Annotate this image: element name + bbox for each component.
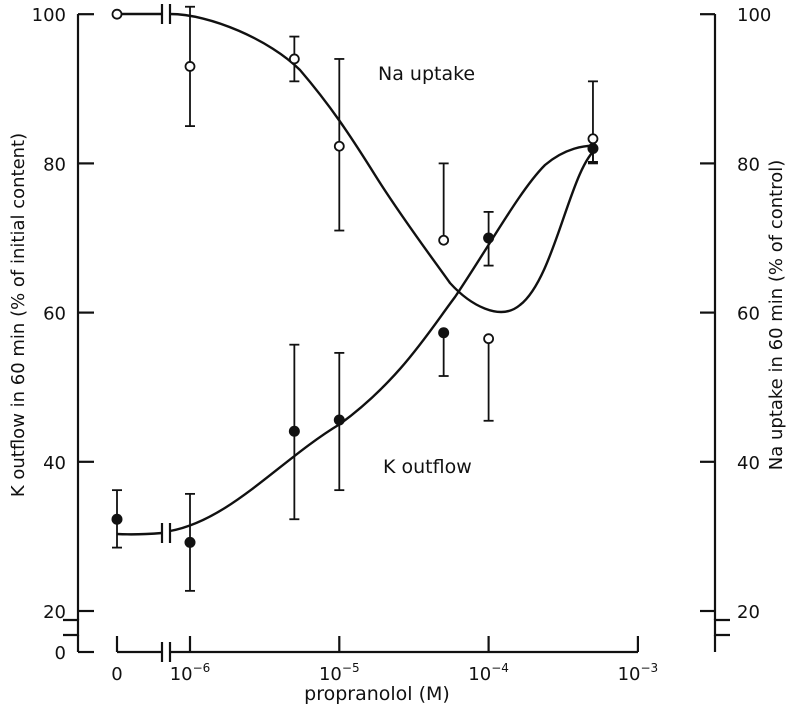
y-right-axis-label: Na uptake in 60 min (% of control) (766, 160, 787, 470)
x-tick-label: 10−5 (319, 661, 360, 685)
y-right-tick-label: 80 (737, 154, 760, 175)
y-left-tick-label: 60 (43, 304, 66, 325)
k-outflow-point (111, 513, 123, 525)
na-uptake-point (184, 61, 196, 72)
x-tick-label: 10−3 (618, 661, 659, 685)
na-uptake-point (288, 53, 300, 65)
x-tick-label: 10−6 (170, 661, 211, 685)
x-axis-label: propranolol (M) (304, 683, 450, 705)
na-uptake-point (587, 133, 599, 145)
na-uptake-point (438, 234, 450, 246)
y-right-tick-label: 40 (737, 453, 760, 474)
curves-group (116, 12, 598, 536)
k-outflow-point (333, 414, 345, 426)
na-uptake-point (111, 8, 123, 20)
k-outflow-curve (116, 144, 598, 536)
series-label-k-outflow: K outflow (383, 456, 472, 478)
k-outflow-point (438, 327, 450, 339)
y-left-tick-label: 100 (32, 5, 66, 26)
right-axis-break-mark (713, 618, 730, 637)
ticks-group: 0 20 40 60 80 100 20 40 60 80 100 0 10−6 10−5 10−4 10−3 (32, 5, 772, 685)
y-left-tick-label: 0 (55, 643, 66, 664)
k-outflow-point (483, 232, 495, 244)
y-left-axis-label: K outflow in 60 min (% of initial conten… (8, 133, 29, 497)
y-left-tick-label: 40 (43, 453, 66, 474)
na-uptake-point (483, 333, 495, 345)
y-right-tick-label: 20 (737, 602, 760, 623)
x-tick-label: 0 (111, 664, 122, 685)
na-uptake-curve (117, 12, 598, 314)
axes-group (63, 4, 730, 662)
left-axis-break-mark (63, 618, 80, 637)
y-left-tick-label: 80 (43, 154, 66, 175)
k-outflow-point (184, 536, 196, 548)
y-left-tick-label: 20 (43, 602, 66, 623)
x-tick-label: 10−4 (468, 661, 509, 685)
y-right-tick-label: 100 (737, 5, 771, 26)
na-uptake-point (333, 140, 345, 152)
k-outflow-point (288, 425, 300, 437)
series-label-na-uptake: Na uptake (378, 63, 475, 85)
labels-group: Na uptake K outflow propranolol (M) K ou… (8, 63, 787, 705)
points-group (111, 5, 599, 592)
k-outflow-point (587, 142, 599, 154)
y-right-tick-label: 60 (737, 304, 760, 325)
